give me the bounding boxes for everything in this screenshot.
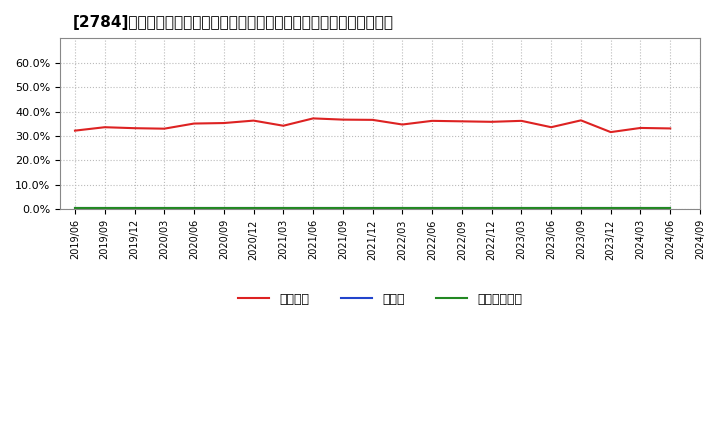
繰延税金資産 [160, 205, 168, 211]
のれん [517, 206, 526, 211]
繰延税金資産 [636, 205, 645, 211]
自己資本 [249, 118, 258, 123]
のれん [100, 206, 109, 211]
自己資本 [517, 118, 526, 124]
のれん [220, 206, 228, 211]
のれん [398, 206, 407, 211]
自己資本 [189, 121, 198, 126]
繰延税金資産 [309, 205, 318, 211]
繰延税金資産 [547, 205, 556, 211]
繰延税金資産 [71, 205, 79, 211]
自己資本 [428, 118, 436, 124]
繰延税金資産 [577, 205, 585, 211]
繰延税金資産 [100, 205, 109, 211]
繰延税金資産 [487, 205, 496, 211]
繰延税金資産 [428, 205, 436, 211]
のれん [547, 206, 556, 211]
自己資本 [666, 126, 675, 131]
繰延税金資産 [517, 205, 526, 211]
自己資本 [636, 125, 645, 131]
繰延税金資産 [458, 205, 467, 211]
のれん [130, 206, 139, 211]
自己資本 [100, 125, 109, 130]
自己資本 [309, 116, 318, 121]
繰延税金資産 [606, 205, 615, 211]
自己資本 [130, 125, 139, 131]
のれん [369, 206, 377, 211]
自己資本 [279, 123, 287, 128]
繰延税金資産 [666, 205, 675, 211]
繰延税金資産 [279, 205, 287, 211]
のれん [71, 206, 79, 211]
繰延税金資産 [130, 205, 139, 211]
のれん [160, 206, 168, 211]
繰延税金資産 [189, 205, 198, 211]
繰延税金資産 [338, 205, 347, 211]
自己資本 [577, 118, 585, 123]
自己資本 [71, 128, 79, 133]
繰延税金資産 [369, 205, 377, 211]
のれん [487, 206, 496, 211]
自己資本 [160, 126, 168, 131]
自己資本 [398, 122, 407, 127]
自己資本 [458, 119, 467, 124]
のれん [249, 206, 258, 211]
のれん [338, 206, 347, 211]
のれん [577, 206, 585, 211]
Legend: 自己資本, のれん, 繰延税金資産: 自己資本, のれん, 繰延税金資産 [233, 288, 527, 311]
Text: [2784]　自己資本、のれん、繰延税金資産の総資産に対する比率の推移: [2784] 自己資本、のれん、繰延税金資産の総資産に対する比率の推移 [73, 15, 394, 30]
のれん [606, 206, 615, 211]
繰延税金資産 [398, 205, 407, 211]
のれん [279, 206, 287, 211]
自己資本 [487, 119, 496, 125]
Line: 自己資本: 自己資本 [75, 118, 670, 132]
のれん [636, 206, 645, 211]
繰延税金資産 [220, 205, 228, 211]
自己資本 [220, 121, 228, 126]
のれん [428, 206, 436, 211]
のれん [458, 206, 467, 211]
のれん [309, 206, 318, 211]
自己資本 [606, 129, 615, 135]
自己資本 [369, 117, 377, 122]
繰延税金資産 [249, 205, 258, 211]
自己資本 [547, 125, 556, 130]
のれん [666, 206, 675, 211]
のれん [189, 206, 198, 211]
自己資本 [338, 117, 347, 122]
